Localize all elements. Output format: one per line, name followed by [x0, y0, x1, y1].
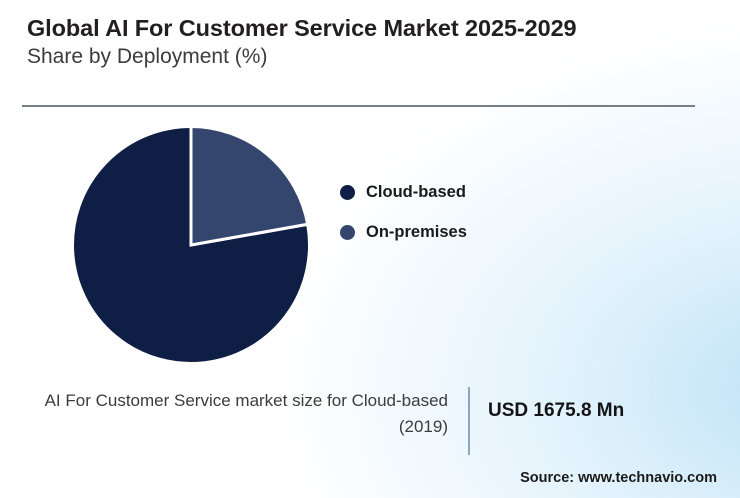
source-attribution: Source: www.technavio.com	[520, 470, 717, 486]
legend-swatch-on-premises-icon	[340, 224, 355, 240]
page-subtitle: Share by Deployment (%)	[27, 45, 268, 68]
page-title: Global AI For Customer Service Market 20…	[27, 15, 577, 41]
pie-chart	[71, 125, 311, 365]
market-size-caption: AI For Customer Service market size for …	[44, 391, 448, 436]
pie-slice-cloud-based[interactable]	[71, 125, 311, 365]
legend-item-cloud-based[interactable]: Cloud-based	[340, 172, 467, 212]
legend-item-on-premises[interactable]: On-premises	[340, 212, 467, 252]
legend-label-cloud-based: Cloud-based	[366, 182, 466, 201]
pie-slice-on-premises[interactable]	[189, 125, 310, 247]
market-size-value: USD 1675.8 Mn	[488, 400, 625, 421]
legend-label-on-premises: On-premises	[366, 222, 467, 241]
header-divider	[22, 105, 695, 107]
legend-swatch-cloud-based-icon	[340, 184, 355, 200]
chart-header: Global AI For Customer Service Market 20…	[27, 14, 707, 70]
pie-chart-svg	[71, 125, 311, 365]
chart-legend: Cloud-based On-premises	[340, 172, 467, 252]
callout-divider	[468, 387, 470, 455]
market-size-callout: AI For Customer Service market size for …	[30, 387, 710, 460]
